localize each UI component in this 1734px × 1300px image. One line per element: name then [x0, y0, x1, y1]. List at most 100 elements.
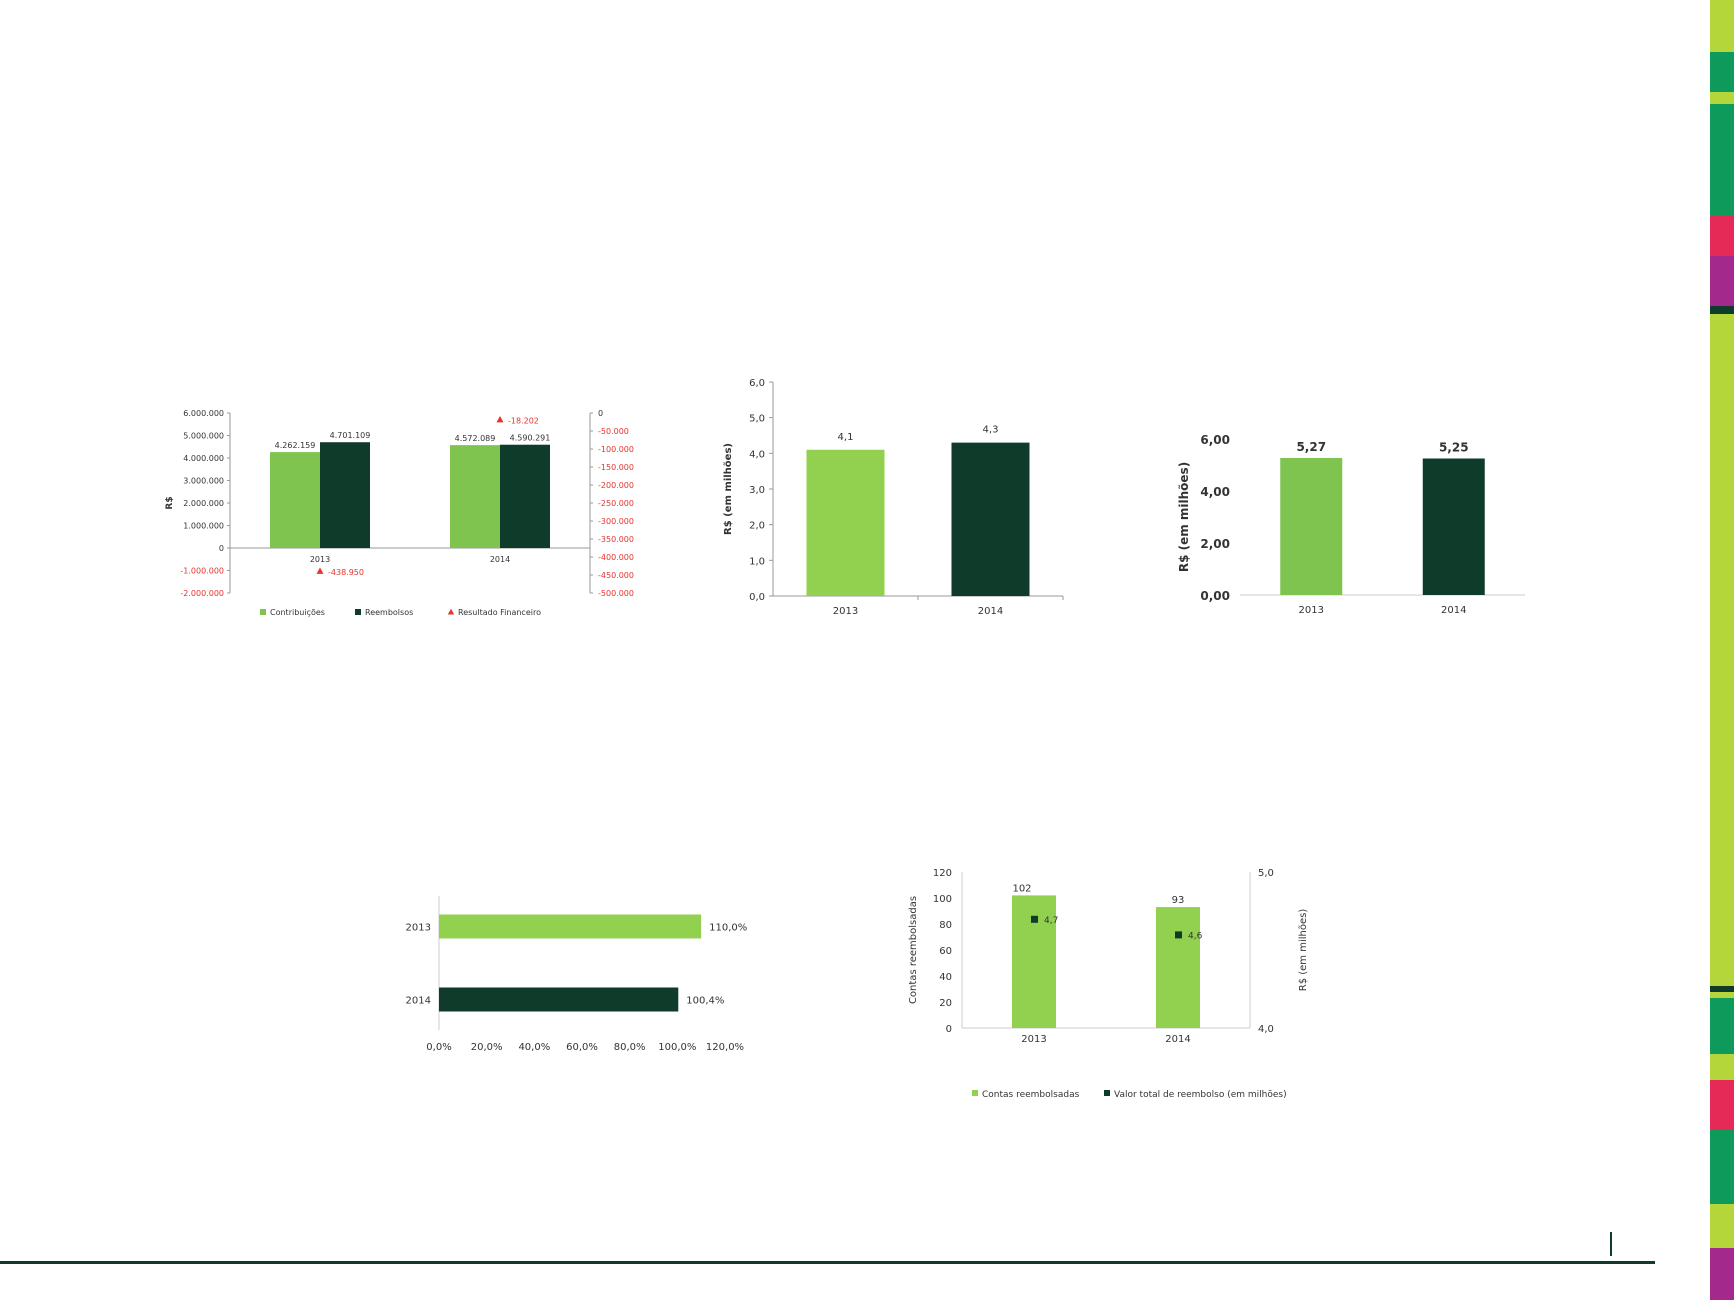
marker-valor-total: [1175, 931, 1182, 939]
legend-label: Valor total de reembolso (em milhões): [1114, 1090, 1287, 1100]
y-tick-label: 4.000.000: [183, 454, 224, 463]
marker-value-label: -438.950: [328, 568, 364, 577]
y2-tick-label: -400.000: [598, 553, 634, 562]
chart-percentual-horizontal: 0,0% 20,0% 40,0% 60,0% 80,0% 100,0% 120,0% 2013…: [406, 896, 747, 1053]
y-tick-label: 120: [933, 868, 952, 879]
y2-tick-label: -300.000: [598, 517, 634, 526]
y2-tick-label: -500.000: [598, 589, 634, 598]
chart-valor-milhoes-b: 0,00 2,00 4,00 6,00 R$ (em milhões) 5,27 2013 5…: [1177, 433, 1525, 616]
y-tick-label: 3,0: [749, 485, 765, 496]
bar-value-label: 93: [1172, 895, 1185, 906]
bar: [951, 442, 1030, 596]
stripe-segment: [1710, 104, 1734, 216]
y-tick-label: 2014: [406, 996, 431, 1007]
y-tick-label: 80: [939, 920, 952, 931]
x-tick-label: 60,0%: [566, 1042, 598, 1053]
y-tick-label: 60: [939, 946, 952, 957]
page-number-divider: [1610, 1232, 1612, 1256]
legend-swatch: [355, 609, 361, 615]
stripe-segment: [1710, 314, 1734, 986]
bar: [320, 442, 370, 548]
x-tick-label: 2013: [310, 555, 330, 564]
bar-value-label: 4.262.159: [275, 441, 316, 450]
y-tick-label: 5.000.000: [183, 432, 224, 441]
y2-tick-label: -350.000: [598, 535, 634, 544]
bar-value-label: 4.590.291: [510, 434, 551, 443]
bar: [439, 987, 679, 1012]
bar: [1156, 907, 1200, 1028]
x-tick-label: 2014: [1441, 605, 1466, 616]
bar: [1422, 458, 1485, 595]
y-tick-label: 40: [939, 972, 952, 983]
y2-tick-label: -50.000: [598, 427, 629, 436]
bar-value-label: 4,3: [983, 425, 999, 436]
bar-value-label: 4,1: [838, 432, 854, 443]
bar: [450, 445, 500, 548]
y-tick-label: 2,0: [749, 521, 765, 532]
x-tick-label: 2014: [978, 606, 1003, 617]
stripe-segment: [1710, 52, 1734, 92]
y2-tick-label: -200.000: [598, 481, 634, 490]
stripe-segment: [1710, 1204, 1734, 1248]
bar: [270, 452, 320, 548]
y2-tick-label: -150.000: [598, 463, 634, 472]
bar-value-label: 110,0%: [709, 923, 747, 934]
stripe-segment: [1710, 992, 1734, 998]
y-tick-label: 5,0: [749, 414, 765, 425]
y2-tick-label: 4,0: [1258, 1024, 1274, 1035]
y2-tick-label: -450.000: [598, 571, 634, 580]
x-tick-label: 2013: [1021, 1034, 1046, 1045]
legend-label: Reembolsos: [365, 608, 413, 617]
x-tick-label: 20,0%: [471, 1042, 503, 1053]
y-axis-title: Contas reembolsadas: [908, 896, 919, 1004]
bar-value-label: 5,25: [1439, 441, 1469, 455]
legend-label: Contribuições: [270, 608, 325, 617]
x-tick-label: 2014: [1165, 1034, 1190, 1045]
y-tick-label: 1.000.000: [183, 522, 224, 531]
y-tick-label: 100: [933, 894, 952, 905]
y-tick-label: 0,0: [749, 592, 765, 603]
x-tick-label: 120,0%: [706, 1042, 744, 1053]
legend-swatch: [260, 609, 266, 615]
bar-value-label: 100,4%: [686, 996, 724, 1007]
x-tick-label: 0,0%: [426, 1042, 451, 1053]
y-tick-label: 6,0: [749, 378, 765, 389]
y2-tick-label: 5,0: [1258, 868, 1274, 879]
chart-contribuicoes-reembolsos: -2.000.000 -1.000.000 0 1.000.000 2.000.000 3…: [165, 409, 634, 617]
footer-rule: [0, 1261, 1655, 1264]
y2-tick-label: -250.000: [598, 499, 634, 508]
y-tick-label: 2.000.000: [183, 499, 224, 508]
x-tick-label: 100,0%: [658, 1042, 696, 1053]
y-tick-label: 0,00: [1200, 589, 1230, 603]
y-tick-label: 4,00: [1200, 485, 1230, 499]
bar-value-label: 102: [1012, 883, 1031, 894]
stripe-segment: [1710, 306, 1734, 314]
y-tick-label: 4,0: [749, 449, 765, 460]
bar-value-label: 5,27: [1296, 440, 1326, 454]
legend-swatch: [972, 1090, 978, 1096]
stripe-segment: [1710, 1248, 1734, 1300]
stripe-segment: [1710, 92, 1734, 104]
x-tick-label: 40,0%: [518, 1042, 550, 1053]
bar-value-label: 4.701.109: [330, 431, 371, 440]
y-tick-label: 0: [219, 544, 224, 553]
x-tick-label: 2013: [1299, 605, 1324, 616]
legend-swatch: [447, 608, 455, 615]
marker-value-label: 4,7: [1044, 916, 1058, 926]
marker-valor-total: [1031, 915, 1038, 923]
y-tick-label: 3.000.000: [183, 477, 224, 486]
chart-valor-milhoes-a: 0,0 1,0 2,0 3,0 4,0 5,0 6,0 R$ (em milhões) 4,1 2…: [723, 378, 1064, 617]
stripe-segment: [1710, 216, 1734, 256]
x-tick-label: 2014: [490, 555, 510, 564]
y-tick-label: 2013: [406, 923, 431, 934]
y2-tick-label: 0: [598, 409, 603, 418]
bar: [806, 449, 885, 596]
bar: [1280, 457, 1343, 595]
legend-swatch: [1104, 1090, 1110, 1096]
bar-value-label: 4.572.089: [455, 434, 496, 443]
y-tick-label: 2,00: [1200, 537, 1230, 551]
stripe-segment: [1710, 1080, 1734, 1130]
y-axis-title: R$ (em milhões): [1177, 462, 1191, 572]
y2-axis-title: R$ (em milhões): [1298, 909, 1309, 992]
y-tick-label: 1,0: [749, 556, 765, 567]
